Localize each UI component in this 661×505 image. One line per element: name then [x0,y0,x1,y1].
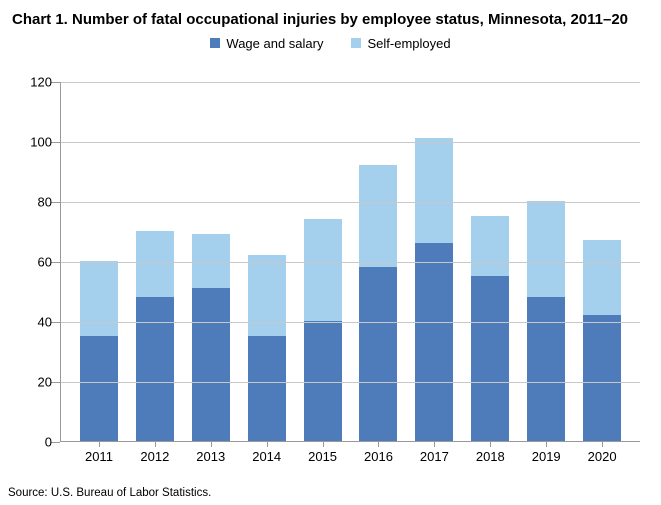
bar-seg-self [80,261,118,336]
x-axis-label: 2016 [364,441,393,464]
x-axis-label: 2015 [308,441,337,464]
bar-seg-self [583,240,621,315]
x-axis-label: 2014 [252,441,281,464]
gridline [61,262,640,263]
legend-swatch [210,38,220,48]
plot-area: 2011201220132014201520162017201820192020… [60,82,640,442]
y-tick [51,202,60,203]
legend-label: Wage and salary [226,36,323,51]
bar-2016 [359,165,397,441]
y-tick [51,442,60,443]
bar-2014 [248,255,286,441]
bar-2018 [471,216,509,441]
y-axis-label: 20 [12,375,52,390]
bar-seg-wage [471,276,509,441]
gridline [61,142,640,143]
bar-2013 [192,234,230,441]
legend: Wage and salary Self-employed [0,32,661,53]
y-tick [51,322,60,323]
source-text: Source: U.S. Bureau of Labor Statistics. [8,487,211,499]
chart-title: Chart 1. Number of fatal occupational in… [0,0,661,32]
x-axis-label: 2017 [420,441,449,464]
x-axis-label: 2019 [532,441,561,464]
bar-seg-wage [359,267,397,441]
x-axis-label: 2011 [85,441,113,464]
bar-2011 [80,261,118,441]
y-tick [51,262,60,263]
y-axis-label: 80 [12,195,52,210]
bar-seg-self [415,138,453,243]
legend-swatch [351,38,361,48]
x-axis-label: 2013 [196,441,225,464]
legend-item-wage: Wage and salary [210,36,323,51]
bar-seg-self [192,234,230,288]
bar-seg-self [248,255,286,336]
gridline [61,382,640,383]
bar-seg-wage [80,336,118,441]
bar-2019 [527,201,565,441]
y-axis-label: 100 [12,135,52,150]
gridline [61,82,640,83]
chart: 2011201220132014201520162017201820192020… [60,82,640,442]
x-axis-label: 2020 [588,441,617,464]
legend-label: Self-employed [367,36,450,51]
bar-seg-wage [192,288,230,441]
bar-seg-self [471,216,509,276]
bar-seg-wage [583,315,621,441]
gridline [61,322,640,323]
x-axis-label: 2012 [140,441,169,464]
gridline [61,202,640,203]
y-axis-label: 40 [12,315,52,330]
bar-2020 [583,240,621,441]
bar-seg-wage [415,243,453,441]
bar-seg-self [527,201,565,297]
bar-2015 [304,219,342,441]
bar-seg-wage [248,336,286,441]
bar-seg-self [136,231,174,297]
bar-seg-wage [304,321,342,441]
x-axis-label: 2018 [476,441,505,464]
y-axis-label: 60 [12,255,52,270]
bar-seg-self [359,165,397,267]
bar-seg-self [304,219,342,321]
bar-seg-wage [527,297,565,441]
y-tick [51,142,60,143]
y-tick [51,382,60,383]
bar-2017 [415,138,453,441]
y-axis-label: 120 [12,75,52,90]
y-axis-label: 0 [12,435,52,450]
legend-item-self: Self-employed [351,36,450,51]
y-tick [51,82,60,83]
bar-seg-wage [136,297,174,441]
